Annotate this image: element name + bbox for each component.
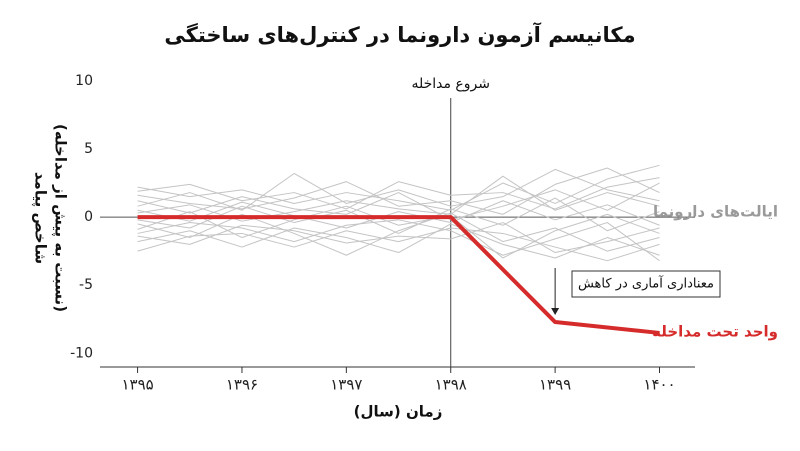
annotation-text: معناداری آماری در کاهش xyxy=(578,275,714,292)
y-tick-label: -10 xyxy=(70,345,93,361)
x-tick-label: ۱۳۹۵ xyxy=(121,376,153,394)
x-tick-label: ۱۴۰۰ xyxy=(643,376,675,394)
placebo-line xyxy=(137,205,660,259)
y-tick-label: 10 xyxy=(75,73,93,89)
intervention-label: شروع مداخله xyxy=(411,76,490,92)
y-tick-label: 5 xyxy=(84,141,93,157)
y-tick-label: 0 xyxy=(84,209,93,225)
placebo-line xyxy=(137,168,660,211)
chart-title: مکانیسم آزمون دارونما در کنترل‌های ساختگ… xyxy=(164,22,635,47)
x-tick-label: ۱۳۹۷ xyxy=(330,376,362,394)
y-axis-title-line: شاخص پیامد xyxy=(31,172,50,264)
placebo-line xyxy=(137,164,660,211)
x-tick-label: ۱۳۹۸ xyxy=(435,376,467,394)
y-tick-label: -5 xyxy=(79,277,93,293)
placebo-line xyxy=(137,182,660,221)
x-tick-label: ۱۳۹۶ xyxy=(226,376,258,394)
placebo-line xyxy=(137,200,660,229)
placebo-line xyxy=(137,212,660,256)
placebo-line xyxy=(137,167,660,215)
annotation-box xyxy=(571,270,721,298)
legend-label: واحد تحت مداخله xyxy=(652,323,778,341)
placebo-line xyxy=(137,223,660,259)
placebo-line xyxy=(137,177,660,210)
x-tick-label: ۱۳۹۹ xyxy=(539,376,571,394)
y-axis-title: شاخص پیامد (نسبت به پیش از مداخله) xyxy=(31,124,70,312)
placebo-line xyxy=(137,222,660,254)
treated-line xyxy=(137,215,660,335)
placebo-line xyxy=(137,227,660,262)
placebo-line xyxy=(137,197,660,234)
annotation-arrowhead xyxy=(551,308,560,316)
placebo-line xyxy=(137,219,660,262)
y-axis-title-line: (نسبت به پیش از مداخله) xyxy=(51,124,70,312)
x-axis-title: زمان (سال) xyxy=(354,403,443,421)
legend-label: ایالت‌های دارونما xyxy=(653,203,778,221)
